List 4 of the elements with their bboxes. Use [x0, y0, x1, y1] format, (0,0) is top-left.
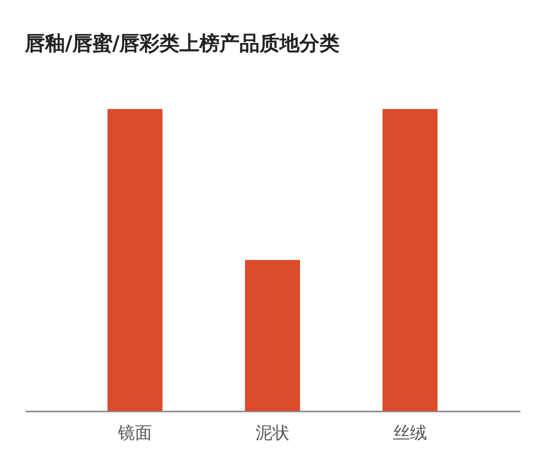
x-tick-label: 泥状	[256, 424, 290, 444]
x-tick-label: 镜面	[117, 424, 152, 444]
x-tick-label: 丝绒	[393, 424, 427, 444]
chart-title: 唇釉/唇蜜/唇彩类上榜产品质地分类	[24, 31, 340, 55]
